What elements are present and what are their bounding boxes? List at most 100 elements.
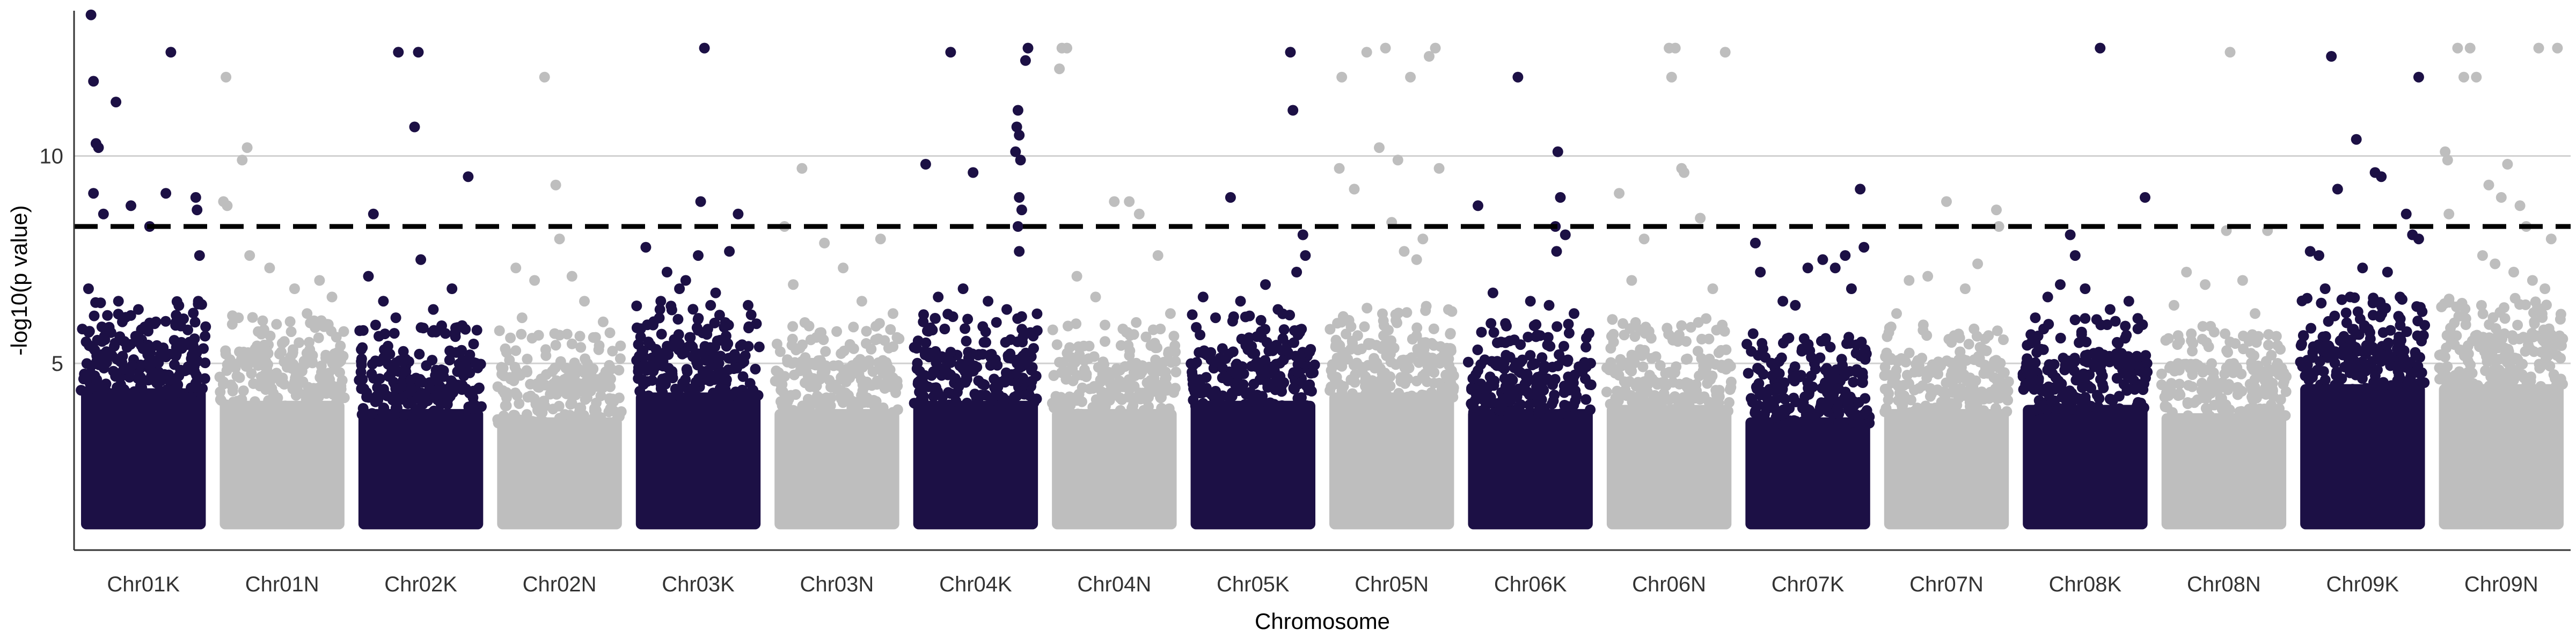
- marker-point: [2263, 340, 2274, 350]
- marker-point: [1072, 370, 1083, 381]
- marker-point: [2376, 349, 2387, 360]
- marker-point-peak: [2527, 275, 2538, 286]
- marker-point-peak: [1417, 233, 1429, 245]
- marker-point: [831, 326, 843, 337]
- marker-point: [1221, 373, 1232, 384]
- marker-point: [2132, 359, 2143, 370]
- marker-point: [920, 337, 932, 348]
- marker-point: [2347, 384, 2358, 395]
- marker-point: [1290, 350, 1301, 362]
- marker-point: [384, 348, 396, 360]
- marker-point: [2249, 350, 2260, 361]
- marker-point: [836, 374, 847, 385]
- marker-point: [1363, 339, 1374, 350]
- marker-point: [2470, 330, 2481, 341]
- marker-point: [1552, 360, 1563, 371]
- marker-point: [2107, 395, 2118, 406]
- marker-point: [357, 342, 368, 353]
- marker-point: [1681, 336, 1692, 347]
- marker-point: [1418, 390, 1430, 401]
- marker-point: [2336, 294, 2347, 305]
- marker-point: [444, 345, 456, 356]
- marker-point: [2186, 381, 2198, 392]
- marker-point: [699, 341, 711, 352]
- marker-point: [1580, 341, 1592, 353]
- marker-point-peak: [244, 250, 255, 261]
- marker-point: [500, 400, 511, 411]
- marker-point-peak: [695, 196, 706, 207]
- marker-point: [923, 326, 934, 337]
- marker-point-peak: [1679, 167, 1689, 178]
- marker-point: [79, 368, 90, 379]
- marker-point: [2254, 403, 2265, 414]
- marker-point: [2082, 349, 2094, 361]
- marker-point: [1270, 376, 1282, 387]
- marker-point-peak: [788, 279, 799, 290]
- marker-point: [590, 332, 601, 343]
- marker-point-peak: [1855, 184, 1866, 195]
- marker-point: [789, 357, 801, 368]
- marker-point: [1341, 393, 1352, 404]
- marker-point: [2472, 380, 2483, 391]
- marker-point: [1435, 353, 1446, 364]
- marker-point: [816, 402, 827, 413]
- marker-point: [2393, 311, 2404, 322]
- marker-point-peak: [1399, 246, 1410, 257]
- marker-point: [1484, 371, 1496, 383]
- marker-point-peak: [241, 142, 253, 153]
- marker-point: [930, 313, 941, 324]
- marker-point: [143, 375, 154, 386]
- marker-point: [378, 402, 389, 413]
- marker-point: [835, 386, 846, 397]
- marker-point: [2306, 323, 2317, 334]
- marker-point: [1788, 392, 1799, 404]
- marker-point: [91, 374, 103, 385]
- marker-point: [1819, 377, 1831, 389]
- marker-point: [1971, 389, 1982, 400]
- marker-point: [1497, 401, 1508, 412]
- marker-point: [1690, 379, 1702, 390]
- marker-point: [635, 331, 646, 342]
- marker-point: [2187, 364, 2199, 375]
- marker-point: [2460, 375, 2471, 386]
- marker-point: [1497, 356, 1508, 368]
- marker-point: [1504, 409, 1515, 420]
- marker-point-peak: [856, 296, 867, 307]
- marker-point: [2223, 379, 2235, 390]
- marker-point: [391, 402, 402, 413]
- marker-point-peak: [1336, 71, 1348, 83]
- marker-point-peak: [1707, 283, 1718, 294]
- marker-point: [2174, 378, 2185, 390]
- marker-point: [2050, 372, 2061, 383]
- marker-point-peak: [2030, 312, 2041, 324]
- marker-point-peak: [2496, 192, 2507, 203]
- y-tick-labels: 5 10: [40, 145, 64, 376]
- marker-point: [1084, 383, 1095, 394]
- marker-point: [1330, 341, 1341, 353]
- marker-point-peak: [1225, 192, 1236, 203]
- marker-point: [2271, 331, 2282, 342]
- marker-point: [1100, 319, 1110, 331]
- marker-point: [1725, 376, 1737, 387]
- marker-point: [143, 339, 153, 350]
- marker-point: [1246, 341, 1257, 352]
- marker-point: [2341, 347, 2353, 358]
- marker-point-peak: [1551, 246, 1562, 257]
- marker-point: [89, 310, 100, 321]
- marker-point: [1759, 409, 1770, 420]
- marker-point: [418, 323, 429, 334]
- marker-point-peak: [529, 275, 540, 286]
- marker-point-peak: [2514, 200, 2526, 211]
- marker-point-peak: [1829, 262, 1841, 274]
- marker-point: [80, 336, 92, 347]
- marker-point: [561, 373, 572, 384]
- marker-point-peak: [1062, 42, 1072, 54]
- marker-point: [1547, 378, 1558, 390]
- marker-point: [976, 390, 987, 401]
- marker-point: [1338, 381, 1349, 392]
- marker-point: [1010, 368, 1021, 379]
- marker-point-peak: [1991, 204, 2002, 216]
- marker-point: [748, 385, 759, 396]
- marker-point: [600, 373, 611, 384]
- marker-point: [1563, 371, 1574, 383]
